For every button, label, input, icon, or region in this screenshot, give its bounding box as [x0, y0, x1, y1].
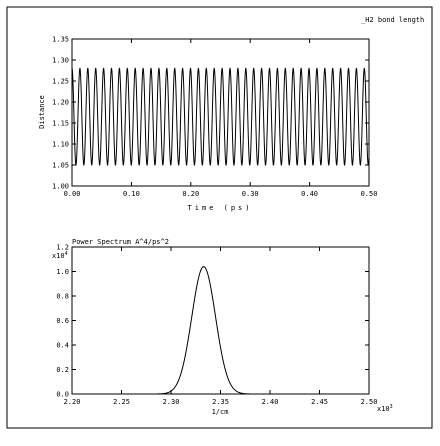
x-tick-label: 0.30: [242, 190, 259, 198]
x-tick-label: 2.50: [361, 398, 378, 406]
y-tick-label: 1.20: [52, 99, 69, 107]
chart1-plot-area: [71, 38, 370, 187]
y-tick-label: 1.05: [52, 162, 69, 170]
chart2-x-multiplier: x103: [377, 404, 393, 413]
chart2-x-multiplier-exp: 3: [390, 404, 393, 410]
chart2-x-label: 1/cm: [212, 408, 229, 416]
y-tick-label: 1.2: [56, 244, 69, 252]
chart1-y-axis: 1.00 1.05 1.10 1.15 1.20 1.25 1.30 1.35: [52, 36, 369, 191]
y-tick-label: 1.15: [52, 120, 69, 128]
chart2-y-multiplier-base: x10: [52, 252, 65, 260]
y-tick-label: 1.0: [56, 268, 69, 276]
x-tick-label: 0.10: [123, 190, 140, 198]
x-tick-label: 0.50: [361, 190, 378, 198]
window-title: _H2 bond length: [361, 16, 424, 24]
y-tick-label: 0.8: [56, 293, 69, 301]
y-tick-label: 1.25: [52, 78, 69, 86]
y-tick-label: 1.30: [52, 57, 69, 65]
chart1-series-line: [71, 67, 370, 166]
chart1-x-label: Time (ps): [188, 204, 253, 212]
x-tick-label: 2.35: [212, 398, 229, 406]
chart1-y-label: Distance: [38, 95, 46, 129]
chart2-y-multiplier-exp: 4: [65, 251, 68, 257]
y-tick-label: 1.35: [52, 36, 69, 44]
power-spectrum-chart: Power Spectrum A^4/ps^2 2.20 2.25 2.30 2.35…: [52, 238, 393, 416]
x-tick-label: 2.30: [163, 398, 180, 406]
y-tick-label: 0.4: [56, 342, 69, 350]
chart1-x-axis: 0.00 0.10 0.20 0.30 0.40 0.50: [64, 39, 378, 198]
y-tick-label: 0.2: [56, 366, 69, 374]
chart2-y-multiplier: x104: [52, 251, 68, 260]
chart2-x-axis: 2.20 2.25 2.30 2.35 2.40 2.45 2.50: [64, 247, 378, 406]
bond-length-chart: 0.00 0.10 0.20 0.30 0.40 0.50 1.00 1.05 1.10 1.1…: [38, 36, 377, 213]
x-tick-label: 2.25: [113, 398, 130, 406]
x-tick-label: 2.20: [64, 398, 81, 406]
outer-frame: [6, 6, 433, 429]
y-tick-label: 1.00: [52, 183, 69, 191]
chart2-plot-area: [71, 246, 370, 395]
chart2-title: Power Spectrum A^4/ps^2: [72, 238, 169, 246]
x-tick-label: 0.40: [301, 190, 318, 198]
chart2-x-multiplier-base: x10: [377, 405, 390, 413]
y-tick-label: 1.10: [52, 141, 69, 149]
y-tick-label: 0.0: [56, 391, 69, 399]
y-tick-label: 0.6: [56, 317, 69, 325]
x-tick-label: 0.20: [182, 190, 199, 198]
x-tick-label: 0.00: [64, 190, 81, 198]
x-tick-label: 2.45: [311, 398, 328, 406]
chart2-y-axis: 0.0 0.2 0.4 0.6 0.8 1.0 1.2: [56, 244, 369, 399]
chart2-series-line: [72, 266, 369, 395]
x-tick-label: 2.40: [262, 398, 279, 406]
